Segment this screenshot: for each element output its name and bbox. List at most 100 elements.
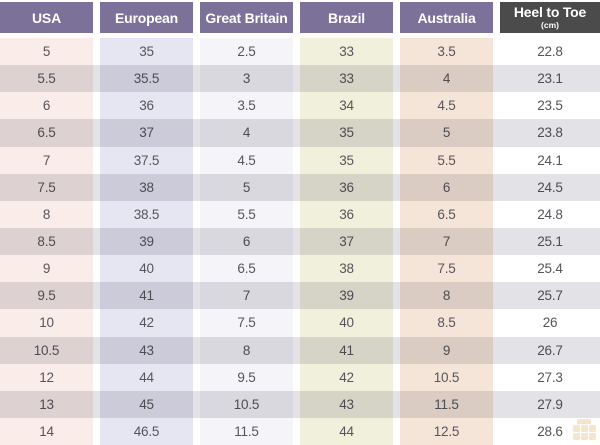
column-header-box: Heel to Toe (cm) xyxy=(500,2,600,33)
table-cell-brazil: 44 xyxy=(300,417,400,445)
watermark-icon-row xyxy=(572,425,596,432)
table-cell-heel-to-toe: 27.9 xyxy=(500,390,600,418)
column-header-box: Australia xyxy=(400,2,493,33)
table-cell-european: 46.5 xyxy=(100,417,200,445)
table-cell-brazil: 39 xyxy=(300,282,400,310)
table-row: 10 42 7.5 40 8.5 26 xyxy=(0,309,600,337)
table-cell-heel-to-toe: 26 xyxy=(500,309,600,337)
table-cell-australia: 5.5 xyxy=(400,146,500,174)
table-cell-heel-to-toe: 24.1 xyxy=(500,146,600,174)
table-cell-usa: 7.5 xyxy=(0,173,100,201)
table-cell-usa: 14 xyxy=(0,417,100,445)
table-cell-brazil: 43 xyxy=(300,390,400,418)
table-cell-australia: 12.5 xyxy=(400,417,500,445)
table-cell-european: 38 xyxy=(100,173,200,201)
table-cell-european: 42 xyxy=(100,309,200,337)
table-cell-heel-to-toe: 25.4 xyxy=(500,255,600,283)
column-header-label: Heel to Toe xyxy=(513,4,587,21)
column-header-european: European xyxy=(100,2,200,33)
table-cell-great-britain: 4 xyxy=(200,119,300,147)
table-cell-great-britain: 4.5 xyxy=(200,146,300,174)
column-header-label: European xyxy=(115,9,178,26)
table-cell-heel-to-toe: 23.5 xyxy=(500,92,600,120)
table-cell-australia: 7.5 xyxy=(400,255,500,283)
column-header-label: Great Britain xyxy=(205,9,288,26)
table-cell-heel-to-toe: 26.7 xyxy=(500,336,600,364)
table-cell-australia: 4 xyxy=(400,65,500,93)
table-cell-european: 37 xyxy=(100,119,200,147)
table-cell-european: 40 xyxy=(100,255,200,283)
column-header-box: USA xyxy=(0,2,93,33)
watermark-icon-bar xyxy=(577,419,591,424)
table-cell-australia: 6 xyxy=(400,173,500,201)
table-cell-usa: 5 xyxy=(0,38,100,66)
table-row: 6.5 37 4 35 5 23.8 xyxy=(0,119,600,147)
column-header-label: Australia xyxy=(417,9,476,26)
table-cell-usa: 13 xyxy=(0,390,100,418)
table-cell-usa: 6 xyxy=(0,92,100,120)
table-cell-european: 35 xyxy=(100,38,200,66)
table-cell-usa: 6.5 xyxy=(0,119,100,147)
table-cell-heel-to-toe: 24.5 xyxy=(500,173,600,201)
table-cell-australia: 4.5 xyxy=(400,92,500,120)
table-cell-brazil: 40 xyxy=(300,309,400,337)
table-cell-great-britain: 9.5 xyxy=(200,363,300,391)
table-cell-great-britain: 11.5 xyxy=(200,417,300,445)
table-cell-european: 44 xyxy=(100,363,200,391)
table-cell-heel-to-toe: 23.1 xyxy=(500,65,600,93)
table-cell-great-britain: 3.5 xyxy=(200,92,300,120)
column-header-australia: Australia xyxy=(400,2,500,33)
table-cell-brazil: 35 xyxy=(300,119,400,147)
watermark-icon-row xyxy=(572,433,596,440)
table-cell-australia: 5 xyxy=(400,119,500,147)
table-cell-great-britain: 6 xyxy=(200,227,300,256)
table-cell-heel-to-toe: 25.1 xyxy=(500,227,600,256)
watermark-icon xyxy=(571,416,597,440)
table-cell-european: 41 xyxy=(100,282,200,310)
table-cell-usa: 8.5 xyxy=(0,227,100,256)
table-cell-european: 38.5 xyxy=(100,200,200,228)
table-cell-heel-to-toe: 23.8 xyxy=(500,119,600,147)
table-row: 7.5 38 5 36 6 24.5 xyxy=(0,173,600,201)
table-cell-usa: 10.5 xyxy=(0,336,100,364)
table-cell-great-britain: 7 xyxy=(200,282,300,310)
table-cell-brazil: 35 xyxy=(300,146,400,174)
table-cell-usa: 10 xyxy=(0,309,100,337)
table-row: 8 38.5 5.5 36 6.5 24.8 xyxy=(0,200,600,228)
table-row: 5 35 2.5 33 3.5 22.8 xyxy=(0,38,600,66)
table-cell-great-britain: 6.5 xyxy=(200,255,300,283)
column-header-box: Great Britain xyxy=(200,2,293,33)
table-cell-brazil: 36 xyxy=(300,200,400,228)
table-cell-european: 36 xyxy=(100,92,200,120)
column-header-great-britain: Great Britain xyxy=(200,2,300,33)
table-cell-australia: 3.5 xyxy=(400,38,500,66)
table-cell-brazil: 41 xyxy=(300,336,400,364)
table-cell-heel-to-toe: 25.7 xyxy=(500,282,600,310)
table-row: 9 40 6.5 38 7.5 25.4 xyxy=(0,255,600,283)
table-row: 6 36 3.5 34 4.5 23.5 xyxy=(0,92,600,120)
table-row: 13 45 10.5 43 11.5 27.9 xyxy=(0,390,600,418)
column-header-brazil: Brazil xyxy=(300,2,400,33)
table-row: 5.5 35.5 3 33 4 23.1 xyxy=(0,65,600,93)
table-cell-heel-to-toe: 28.6 xyxy=(500,417,600,445)
table-cell-great-britain: 10.5 xyxy=(200,390,300,418)
column-header-box: European xyxy=(100,2,193,33)
table-cell-australia: 9 xyxy=(400,336,500,364)
table-cell-australia: 8.5 xyxy=(400,309,500,337)
table-cell-usa: 12 xyxy=(0,363,100,391)
table-cell-great-britain: 3 xyxy=(200,65,300,93)
table-body: 5 35 2.5 33 3.5 22.8 5.5 35.5 3 33 4 23.1 6 36 3.5 34 4.… xyxy=(0,38,600,445)
table-cell-great-britain: 2.5 xyxy=(200,38,300,66)
table-cell-heel-to-toe: 27.3 xyxy=(500,363,600,391)
table-cell-european: 43 xyxy=(100,336,200,364)
table-row: 14 46.5 11.5 44 12.5 28.6 xyxy=(0,417,600,445)
column-header-heel-to-toe: Heel to Toe (cm) xyxy=(500,2,600,33)
table-cell-australia: 8 xyxy=(400,282,500,310)
table-cell-brazil: 34 xyxy=(300,92,400,120)
table-cell-usa: 9.5 xyxy=(0,282,100,310)
table-cell-brazil: 36 xyxy=(300,173,400,201)
table-cell-usa: 9 xyxy=(0,255,100,283)
column-header-box: Brazil xyxy=(300,2,393,33)
table-cell-great-britain: 8 xyxy=(200,336,300,364)
